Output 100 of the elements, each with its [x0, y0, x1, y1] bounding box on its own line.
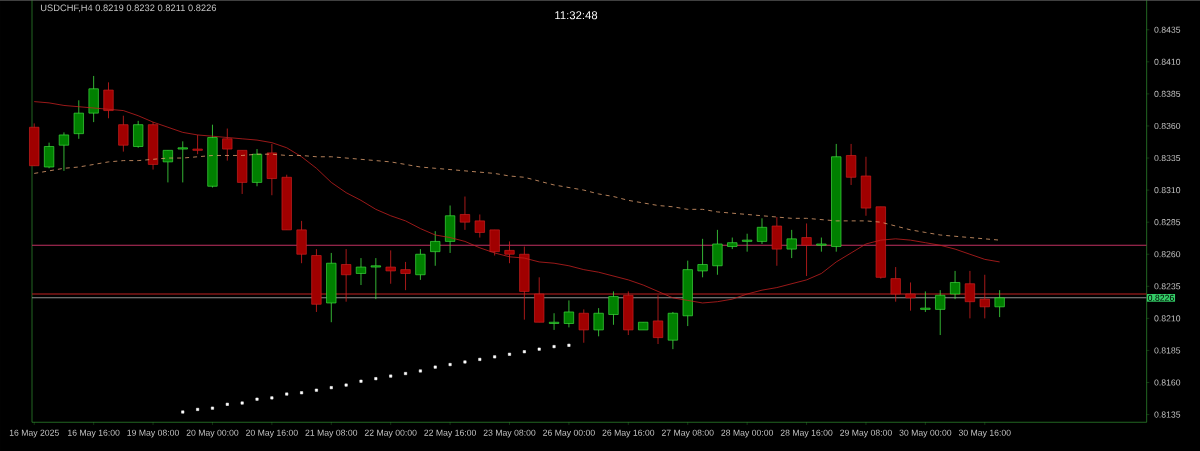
x-tick-label: 16 May 16:00 — [68, 429, 120, 438]
candlestick — [890, 266, 901, 302]
candlestick — [697, 238, 708, 278]
x-tick-label: 20 May 16:00 — [246, 429, 298, 438]
candlestick — [578, 308, 589, 344]
point — [433, 365, 437, 369]
point — [181, 410, 185, 414]
y-tick-label: 0.8260 — [1154, 251, 1181, 258]
candlestick — [801, 222, 812, 277]
candlestick — [118, 115, 129, 152]
candlestick — [935, 289, 946, 336]
y-tick-label: 0.8285 — [1154, 218, 1181, 226]
point — [255, 397, 259, 401]
x-tick-label: 22 May 16:00 — [424, 429, 476, 438]
point — [404, 371, 408, 375]
candlestick — [949, 270, 961, 300]
candlestick — [415, 248, 426, 281]
x-tick-label: 26 May 16:00 — [602, 429, 655, 438]
x-tick-label: 30 May 00:00 — [899, 429, 952, 438]
y-tick-label: 0.8410 — [1154, 58, 1181, 65]
candlestick — [593, 307, 604, 337]
candlestick — [652, 294, 664, 345]
candlestick — [742, 233, 753, 252]
x-tick-label: 30 May 16:00 — [958, 429, 1011, 438]
candlestick — [474, 213, 485, 238]
y-tick-label: 0.8235 — [1154, 283, 1181, 290]
candlestick — [994, 289, 1005, 318]
point — [567, 343, 571, 347]
candlestick — [979, 274, 990, 319]
y-tick-label: 0.8310 — [1154, 186, 1181, 194]
point — [508, 352, 511, 356]
y-tick-label: 0.8335 — [1154, 154, 1181, 161]
y-tick-label: 0.8185 — [1154, 347, 1181, 354]
candlestick — [385, 249, 396, 285]
point — [344, 383, 348, 387]
y-tick-label: 0.8210 — [1154, 315, 1181, 322]
candlestick — [712, 229, 723, 276]
candlestick — [222, 128, 233, 161]
x-tick-label: 19 May 08:00 — [127, 429, 179, 438]
candlestick — [964, 270, 976, 319]
y-tick-label: 0.8360 — [1154, 122, 1181, 129]
x-tick-label: 28 May 16:00 — [780, 429, 833, 438]
point — [210, 406, 214, 410]
point — [359, 379, 363, 383]
candlestick — [133, 120, 144, 149]
point — [389, 374, 393, 378]
candlestick — [192, 134, 203, 155]
point — [270, 396, 274, 400]
candlestick — [43, 142, 55, 169]
point — [300, 391, 304, 395]
point — [314, 388, 318, 392]
candlestick — [608, 290, 619, 326]
candlestick — [58, 131, 70, 172]
point — [225, 402, 229, 406]
y-tick-label: 0.8385 — [1154, 90, 1181, 97]
point — [240, 401, 244, 405]
ref-line-label: 0.8226 — [1148, 294, 1174, 301]
x-tick-label: 29 May 08:00 — [840, 429, 892, 438]
point — [493, 355, 497, 359]
point — [522, 350, 526, 354]
candlestick — [459, 195, 471, 231]
candlestick — [756, 217, 768, 245]
annotation: 11:32:48 — [555, 11, 598, 20]
candlestick — [370, 257, 381, 300]
candlestick — [341, 248, 352, 302]
x-tick-label: 22 May 00:00 — [364, 429, 417, 438]
candlestick — [73, 99, 84, 140]
y-tick-label: 0.8135 — [1154, 411, 1181, 418]
chart-title: USDCHF,H4 0.8219 0.8232 0.8211 0.8226 — [40, 4, 217, 13]
y-tick-label: 0.8435 — [1154, 26, 1181, 33]
candlestick — [563, 299, 575, 328]
x-tick-label: 26 May 00:00 — [543, 429, 595, 438]
x-tick-label: 27 May 08:00 — [661, 429, 714, 438]
point — [196, 407, 200, 411]
point — [463, 360, 467, 364]
candlestick — [548, 312, 560, 331]
point — [285, 392, 289, 396]
point — [537, 347, 541, 351]
point — [329, 386, 333, 389]
point — [448, 362, 452, 366]
x-tick-label: 23 May 08:00 — [483, 429, 536, 438]
point — [552, 344, 556, 348]
candlestick — [905, 281, 916, 311]
x-tick-label: 20 May 00:00 — [186, 429, 239, 438]
point — [418, 369, 422, 373]
candlestick — [103, 81, 114, 119]
candlestick — [177, 140, 188, 183]
candlestick — [920, 290, 931, 313]
y-tick-label: 0.8160 — [1154, 379, 1181, 386]
candlestick — [162, 149, 173, 183]
candlestick — [430, 230, 441, 267]
candlestick — [771, 216, 782, 267]
candlestick — [504, 240, 515, 264]
point — [374, 377, 378, 380]
candlestick — [846, 143, 857, 186]
x-tick-label: 21 May 08:00 — [305, 429, 358, 438]
x-tick-label: 16 May 2025 — [9, 429, 59, 438]
candlestick — [400, 261, 411, 291]
candlestick — [355, 257, 367, 286]
candlestick — [489, 229, 500, 256]
